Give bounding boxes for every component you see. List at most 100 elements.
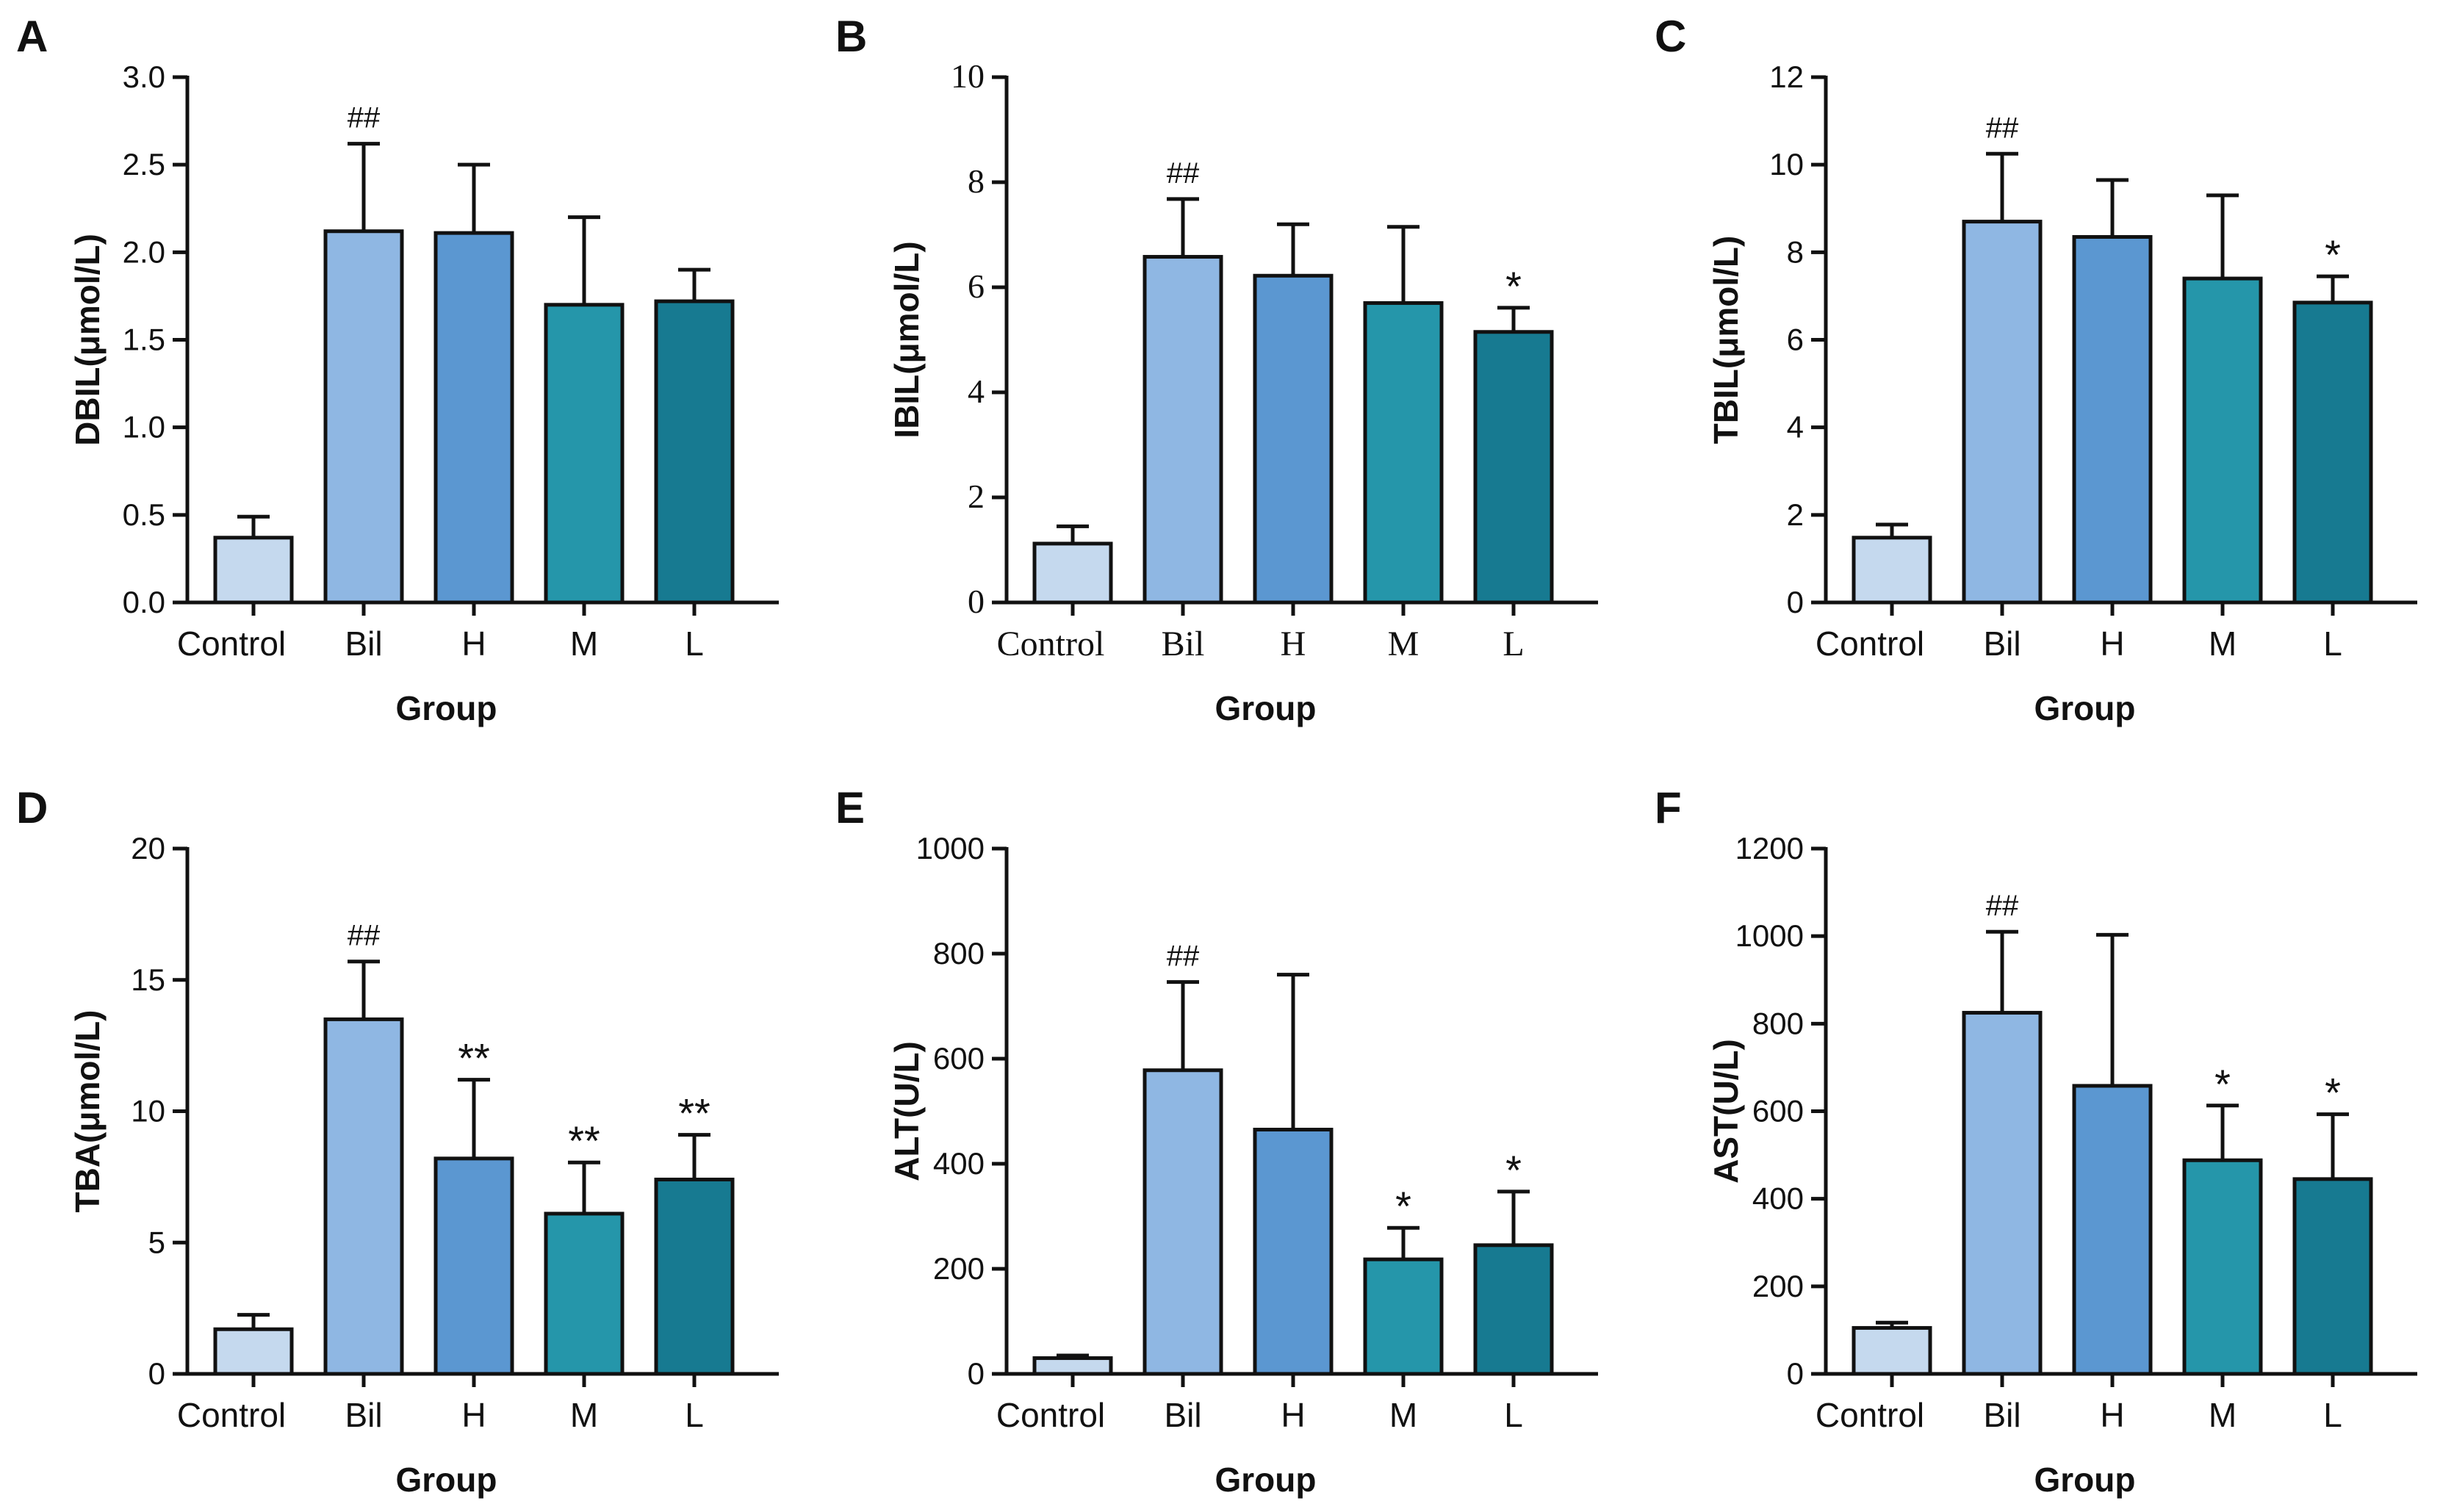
bar-Control	[213, 536, 294, 605]
y-tick-label: 12	[1769, 60, 1804, 94]
x-tick-label-M: M	[1388, 624, 1419, 663]
bar-L	[1473, 330, 1554, 605]
bar-M	[1363, 1257, 1444, 1376]
x-axis-label: Group	[1215, 1461, 1317, 1499]
x-axis-label: Group	[2034, 1461, 2136, 1499]
bar-M	[1363, 300, 1444, 605]
y-tick-label: 1000	[916, 831, 985, 865]
bar-L	[2292, 300, 2373, 605]
y-axis-label: TBIL(μmol/L)	[1707, 236, 1745, 444]
x-tick-label-H: H	[2100, 1396, 2124, 1434]
y-tick-label: 1000	[1735, 918, 1804, 953]
y-axis-label: TBA(μmol/L)	[68, 1010, 107, 1213]
significance-L: *	[2325, 231, 2341, 278]
x-tick-label-Control: Control	[997, 624, 1105, 663]
bar-Control	[213, 1327, 294, 1376]
y-tick-label: 3.0	[123, 60, 165, 94]
panel-letter-F: F	[1655, 783, 1682, 832]
y-tick-label: 0.0	[123, 585, 165, 619]
bar-H	[433, 1156, 514, 1376]
bar-L	[654, 1177, 735, 1376]
bar-Bil	[1962, 220, 2043, 605]
significance-L: *	[2325, 1070, 2341, 1116]
y-tick-label: 15	[131, 962, 165, 997]
chart-B-svg: B IBIL(μmol/L) 0 2 4 6 8 10 Control Bil ## H M L * Grou…	[835, 12, 1598, 727]
significance-Bil: ##	[1986, 112, 2019, 144]
y-tick-label: 1200	[1735, 831, 1804, 865]
y-tick-label: 800	[933, 936, 985, 971]
y-tick-label: 8	[1787, 234, 1804, 269]
panel-F: F AST(U/L) 0 200 400 600 800 1000 1200 Control Bil…	[1638, 771, 2454, 1506]
y-axis-label: AST(U/L)	[1707, 1039, 1745, 1184]
x-tick-label-Control: Control	[1816, 1396, 1924, 1434]
y-tick-label: 200	[933, 1251, 985, 1286]
y-tick-label: 6	[968, 267, 985, 305]
y-tick-label: 0	[968, 583, 985, 620]
y-tick-label: 200	[1752, 1269, 1804, 1303]
y-tick-label: 4	[1787, 410, 1804, 444]
bar-M	[2182, 1158, 2263, 1376]
bar-Control	[1852, 1325, 1932, 1376]
bar-Bil	[323, 229, 404, 605]
x-tick-label-Bil: Bil	[1983, 1396, 2021, 1434]
significance-Bil: ##	[1986, 890, 2019, 922]
y-tick-label: 10	[951, 57, 985, 95]
x-tick-label-Bil: Bil	[1983, 624, 2021, 663]
bar-H	[1253, 273, 1334, 605]
bar-Control	[1032, 541, 1113, 605]
panel-B: B IBIL(μmol/L) 0 2 4 6 8 10 Control Bil ## H M L * Grou…	[819, 0, 1635, 735]
bar-Bil	[1143, 1068, 1223, 1376]
x-tick-label-Control: Control	[177, 624, 286, 663]
x-tick-label-H: H	[2100, 624, 2124, 663]
x-tick-label-M: M	[1389, 1396, 1417, 1434]
x-tick-label-Bil: Bil	[345, 624, 382, 663]
significance-L: *	[1505, 263, 1522, 309]
x-tick-label-H: H	[1281, 624, 1306, 663]
panel-letter-D: D	[16, 783, 48, 832]
y-axis-label: DBIL(μmol/L)	[68, 234, 107, 446]
x-tick-label-M: M	[2209, 624, 2237, 663]
bar-H	[1253, 1128, 1334, 1376]
panel-letter-B: B	[835, 12, 867, 61]
x-axis-label: Group	[2034, 689, 2136, 727]
y-tick-label: 1.0	[123, 410, 165, 444]
bar-L	[654, 299, 735, 605]
significance-L: *	[1505, 1147, 1522, 1193]
chart-D-svg: D TBA(μmol/L) 0 5 10 15 20 Control Bil ## H ** M ** L *…	[16, 783, 779, 1499]
significance-Bil: ##	[348, 102, 381, 134]
chart-F-svg: F AST(U/L) 0 200 400 600 800 1000 1200 Control Bil…	[1655, 783, 2417, 1499]
bar-Control	[1032, 1356, 1113, 1376]
panel-letter-C: C	[1655, 12, 1686, 61]
panel-C: C TBIL(μmol/L) 0 2 4 6 8 10 12 Control Bil ## H M L * Gr…	[1638, 0, 2454, 735]
significance-Bil: ##	[1167, 157, 1200, 190]
y-tick-label: 2	[968, 478, 985, 515]
panel-letter-A: A	[16, 12, 48, 61]
significance-M: *	[1395, 1183, 1411, 1229]
x-tick-label-M: M	[570, 624, 598, 663]
x-tick-label-M: M	[2209, 1396, 2237, 1434]
chart-E-svg: E ALT(U/L) 0 200 400 600 800 1000 Control Bil ## H M…	[835, 783, 1598, 1499]
x-axis-label: Group	[1215, 689, 1317, 727]
x-tick-label-Control: Control	[1816, 624, 1924, 663]
y-tick-label: 1.5	[123, 323, 165, 357]
bar-Bil	[323, 1017, 404, 1376]
bar-M	[2182, 276, 2263, 605]
y-tick-label: 0.5	[123, 497, 165, 532]
x-tick-label-L: L	[1504, 1396, 1523, 1434]
significance-M: **	[568, 1117, 600, 1164]
y-tick-label: 20	[131, 831, 165, 865]
x-tick-label-H: H	[1281, 1396, 1305, 1434]
x-tick-label-H: H	[461, 624, 486, 663]
bar-Bil	[1143, 255, 1223, 605]
x-tick-label-Bil: Bil	[1162, 624, 1205, 663]
y-tick-label: 400	[933, 1146, 985, 1181]
bar-Bil	[1962, 1010, 2043, 1376]
y-tick-label: 600	[1752, 1094, 1804, 1128]
bar-H	[2072, 234, 2153, 605]
y-tick-label: 2.0	[123, 234, 165, 269]
x-axis-label: Group	[396, 689, 497, 727]
bar-L	[1473, 1243, 1554, 1376]
panel-D: D TBA(μmol/L) 0 5 10 15 20 Control Bil ## H ** M ** L *…	[0, 771, 816, 1506]
panel-E: E ALT(U/L) 0 200 400 600 800 1000 Control Bil ## H M…	[819, 771, 1635, 1506]
